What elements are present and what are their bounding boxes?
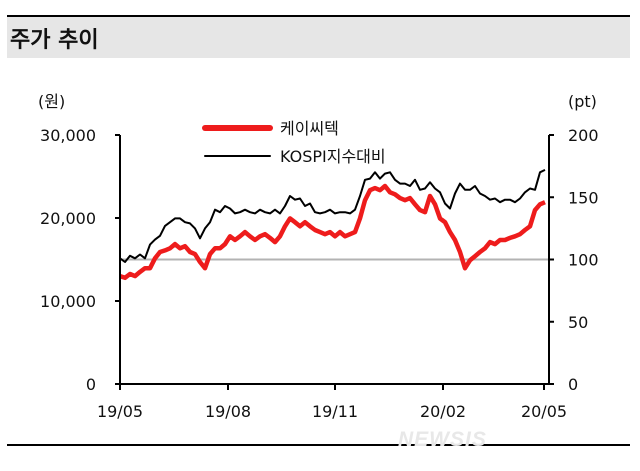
series-lines — [119, 168, 546, 281]
right-tick-label: 50 — [568, 313, 588, 332]
left-tick-label: 20,000 — [40, 209, 96, 228]
page-title: 주가 추이 — [10, 28, 99, 53]
left-unit-label: (원) — [38, 92, 65, 111]
right-tick-label: 200 — [568, 126, 599, 145]
legend: 케이씨텍 KOSPI지수대비 — [202, 119, 386, 166]
axes — [115, 134, 554, 390]
legend-label: 케이씨텍 — [280, 119, 339, 138]
right-tick-label: 100 — [568, 251, 599, 270]
top-rule — [7, 15, 630, 17]
index-line — [119, 168, 546, 263]
right-tick-label: 150 — [568, 188, 599, 207]
bottom-rule — [7, 444, 630, 446]
x-tick-label: 20/02 — [420, 402, 466, 421]
x-tick-label: 20/05 — [521, 402, 567, 421]
right-unit-label: (pt) — [568, 92, 597, 111]
axis-labels: 0 10,000 20,000 30,000 0 50 100 150 200 19/05 19/0… — [38, 92, 599, 421]
title-bar — [7, 17, 630, 58]
legend-label: KOSPI지수대비 — [280, 147, 386, 166]
right-tick-label: 0 — [568, 375, 578, 394]
watermark-logo: NEWSIS — [398, 428, 487, 451]
left-tick-label: 10,000 — [40, 292, 96, 311]
left-tick-label: 0 — [86, 375, 96, 394]
price-line — [119, 183, 546, 281]
x-tick-label: 19/05 — [97, 402, 143, 421]
x-tick-label: 19/08 — [205, 402, 251, 421]
left-tick-label: 30,000 — [40, 126, 96, 145]
x-tick-label: 19/11 — [312, 402, 358, 421]
